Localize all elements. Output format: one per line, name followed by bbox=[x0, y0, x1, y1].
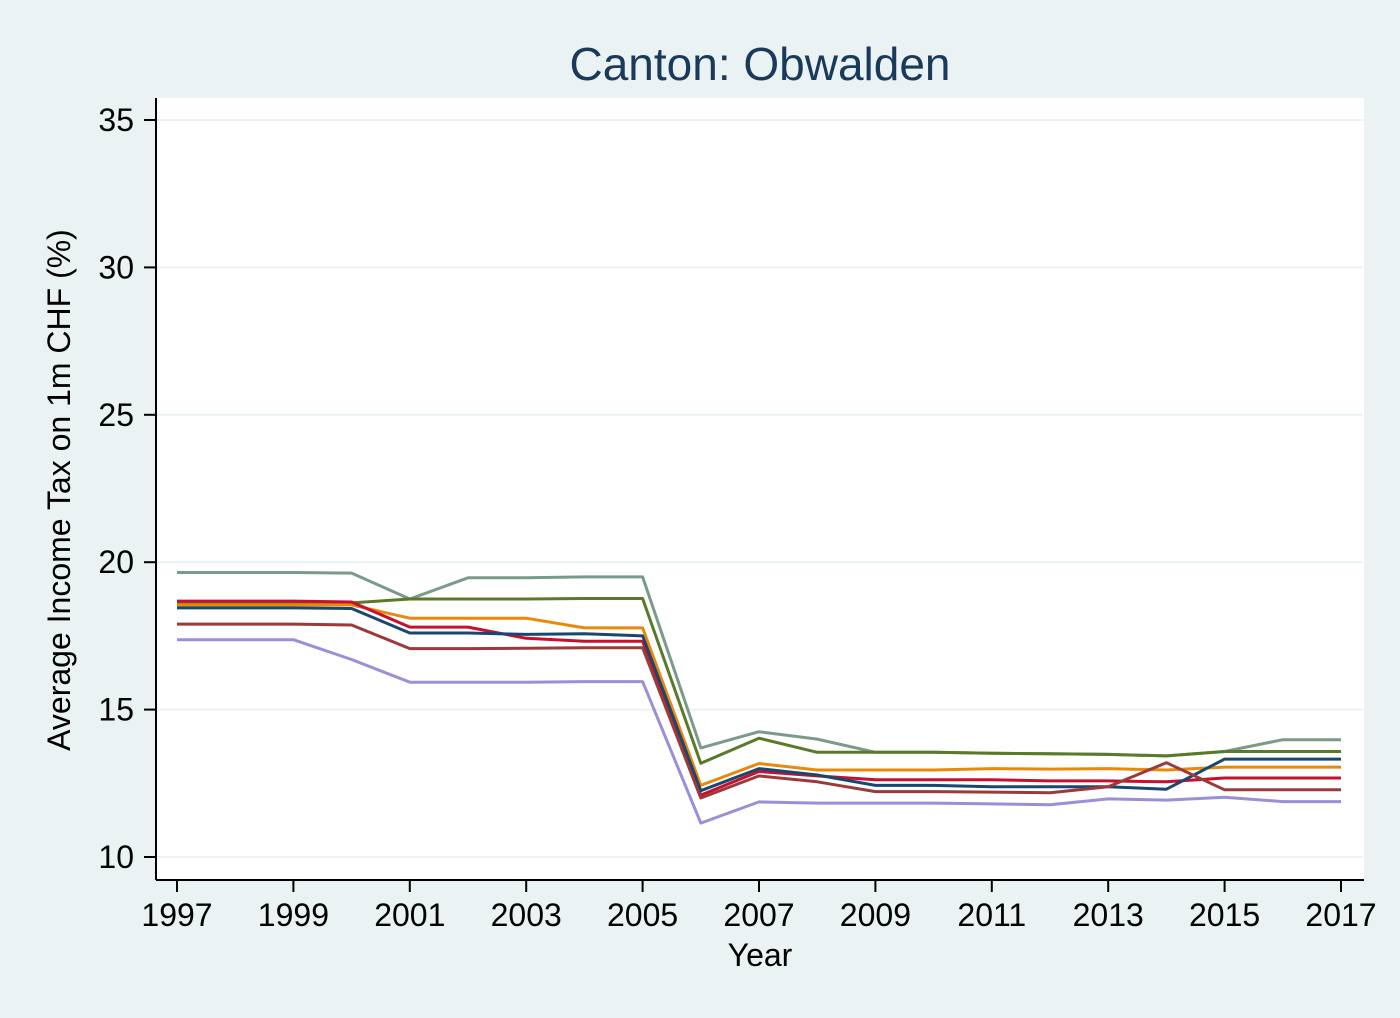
y-axis-label: Average Income Tax on 1m CHF (%) bbox=[41, 229, 77, 751]
series-line-5 bbox=[177, 606, 1341, 793]
x-axis-label: Year bbox=[728, 937, 793, 973]
x-tick-label-1999: 1999 bbox=[258, 897, 329, 933]
y-tick-label-35: 35 bbox=[98, 102, 134, 138]
x-tick-label-2007: 2007 bbox=[723, 897, 794, 933]
x-tick-label-2005: 2005 bbox=[607, 897, 678, 933]
plot-area bbox=[156, 98, 1364, 880]
x-tick-label-2011: 2011 bbox=[957, 897, 1026, 933]
series-lines bbox=[177, 571, 1341, 825]
y-axis-ticks: 10 15 20 25 30 35 bbox=[98, 102, 156, 875]
series-line-4 bbox=[177, 599, 1341, 797]
gridlines bbox=[157, 119, 1363, 858]
x-tick-label-2013: 2013 bbox=[1073, 897, 1144, 933]
x-tick-label-2009: 2009 bbox=[840, 897, 911, 933]
x-tick-label-2001: 2001 bbox=[374, 897, 445, 933]
y-tick-label-25: 25 bbox=[98, 397, 134, 433]
series-line-2 bbox=[177, 597, 1341, 765]
y-tick-label-15: 15 bbox=[98, 692, 134, 728]
x-tick-label-2003: 2003 bbox=[491, 897, 562, 933]
series-line-7 bbox=[177, 638, 1341, 825]
y-tick-label-30: 30 bbox=[98, 249, 134, 285]
x-tick-label-2017: 2017 bbox=[1305, 897, 1376, 933]
y-tick-label-10: 10 bbox=[98, 839, 134, 875]
series-line-6 bbox=[177, 622, 1341, 800]
x-axis-ticks: 1997 1999 2001 2003 2005 2007 2009 2011 2013 2015… bbox=[141, 880, 1377, 933]
chart-title: Canton: Obwalden bbox=[569, 38, 950, 90]
x-tick-label-1997: 1997 bbox=[141, 897, 212, 933]
y-tick-label-20: 20 bbox=[98, 544, 134, 580]
x-tick-label-2015: 2015 bbox=[1189, 897, 1260, 933]
